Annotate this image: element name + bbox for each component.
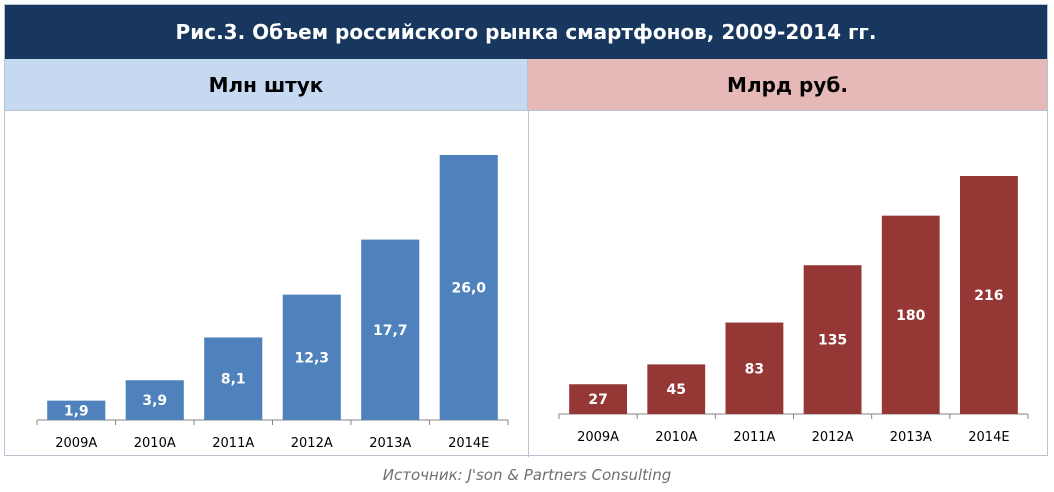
bar-2010A <box>647 364 706 414</box>
bar-value-label: 17,7 <box>373 323 408 339</box>
bar-2011A <box>725 322 784 414</box>
x-tick-label: 2010A <box>655 430 697 445</box>
bar-2011A <box>204 337 263 420</box>
bar-2014E <box>959 176 1018 414</box>
bar-value-label: 3,9 <box>142 393 167 409</box>
panel-divider <box>528 111 529 457</box>
bar-2013A <box>361 239 420 420</box>
x-tick-label: 2009A <box>577 430 619 445</box>
bar-value-label: 1,9 <box>64 403 89 419</box>
bar-value-label: 26,0 <box>451 281 486 297</box>
x-tick-label: 2011A <box>212 436 254 451</box>
left-panel-title: Млн штук <box>5 59 528 111</box>
x-tick-label: 2013A <box>890 430 932 445</box>
units-bar-chart: 1,9 2009A 3,9 2010A 8,1 2011A 12,3 2012A 17,7 201… <box>36 155 509 451</box>
bar-value-label: 45 <box>667 382 686 398</box>
bar-value-label: 83 <box>745 361 764 377</box>
bar-2012A <box>282 294 341 420</box>
x-tick-label: 2010A <box>134 436 176 451</box>
revenue-bar-chart: 27 2009A 45 2010A 83 2011A 135 2012A 180 2013A 216… <box>558 176 1029 445</box>
bar-2014E <box>439 155 498 420</box>
bar-2013A <box>881 215 940 414</box>
bar-value-label: 8,1 <box>221 372 246 388</box>
bar-value-label: 27 <box>588 392 607 408</box>
figure-frame: Рис.3. Объем российского рынка смартфоно… <box>4 4 1048 457</box>
x-tick-label: 2012A <box>812 430 854 445</box>
x-tick-label: 2014E <box>968 430 1009 445</box>
bar-2009A <box>47 400 106 420</box>
bar-value-label: 12,3 <box>294 350 329 366</box>
x-tick-label: 2009A <box>55 436 97 451</box>
bar-value-label: 180 <box>896 308 925 324</box>
bar-2010A <box>125 380 184 420</box>
source-note: Источник: J'son & Partners Consulting <box>382 466 672 484</box>
x-tick-label: 2011A <box>733 430 775 445</box>
right-panel-title: Млрд руб. <box>528 59 1047 111</box>
x-tick-label: 2013A <box>369 436 411 451</box>
figure-title: Рис.3. Объем российского рынка смартфоно… <box>5 5 1047 59</box>
bar-value-label: 135 <box>818 333 847 349</box>
x-tick-label: 2012A <box>291 436 333 451</box>
x-tick-label: 2014E <box>448 436 489 451</box>
bar-2012A <box>803 265 862 414</box>
bar-2009A <box>569 384 628 414</box>
bar-value-label: 216 <box>974 288 1003 304</box>
